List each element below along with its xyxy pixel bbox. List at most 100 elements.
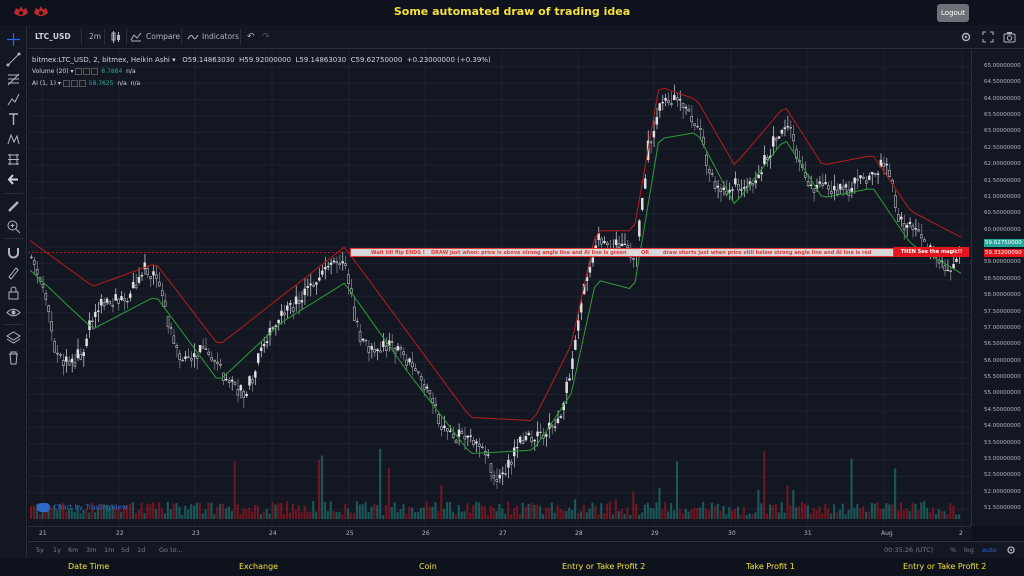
symbol-info[interactable]: bitmex:LTC_USD, 2, bitmex, Heikin Ashi (32, 56, 170, 64)
candle-body (579, 303, 583, 313)
range-button-3m[interactable]: 3m (86, 546, 97, 554)
volume-bar (760, 503, 763, 519)
candle-body (446, 428, 449, 432)
camera-icon[interactable] (1003, 31, 1016, 43)
indicator-settings-icon[interactable] (83, 68, 91, 75)
goto-button[interactable]: Go to... (159, 546, 183, 554)
time-tick-label: Aug (881, 530, 893, 537)
volume-bar (620, 509, 623, 519)
candle-body (318, 277, 321, 281)
volume-bar (495, 511, 498, 519)
indicator-remove-icon[interactable] (78, 80, 86, 87)
interval-selector[interactable]: 2m (89, 32, 102, 41)
percent-toggle[interactable]: % (950, 546, 957, 554)
zoom-in-icon[interactable] (5, 218, 22, 235)
candle-body (443, 425, 446, 428)
crosshair-icon[interactable] (5, 31, 22, 48)
price-tick-label: 52.00000000 (984, 488, 1021, 495)
candle-body (905, 225, 909, 228)
volume-bar (329, 501, 332, 519)
volume-bar (175, 502, 178, 519)
candle-body (539, 431, 542, 434)
back-arrow-icon[interactable] (5, 171, 22, 188)
volume-bar (780, 502, 783, 519)
volume-bar (446, 502, 449, 519)
indicators-icon[interactable] (187, 32, 199, 42)
chart-pane[interactable] (28, 50, 971, 526)
log-toggle[interactable]: log (964, 546, 974, 554)
candle-body (783, 127, 787, 130)
prediction-tool-icon[interactable] (5, 151, 22, 168)
candle-body (713, 181, 717, 189)
stay-in-drawing-icon[interactable] (5, 264, 22, 281)
settings-icon[interactable] (960, 31, 972, 43)
candle-body (600, 238, 603, 245)
volume-bar (702, 501, 705, 519)
candle-body (99, 299, 103, 306)
candle-body (85, 338, 88, 346)
undo-icon[interactable]: ↶ (247, 32, 255, 42)
volume-bar (678, 508, 681, 519)
volume-bar (242, 508, 245, 519)
eye-icon[interactable] (5, 304, 22, 321)
candle-body (550, 424, 554, 428)
volume-bar (222, 503, 225, 519)
volume-indicator-label[interactable]: Volume (20) (32, 68, 69, 75)
layers-icon[interactable] (5, 329, 22, 346)
lock-icon[interactable] (5, 284, 22, 301)
symbol-search[interactable]: LTC_USD (35, 32, 71, 41)
auto-toggle[interactable]: auto (982, 546, 997, 554)
range-button-5y[interactable]: 5y (36, 546, 44, 554)
range-button-5d[interactable]: 5d (121, 546, 130, 554)
trash-icon[interactable] (5, 349, 22, 366)
divider (81, 29, 82, 45)
compare-button[interactable]: Compare (146, 32, 181, 41)
price-chart[interactable] (28, 50, 971, 526)
candle-body (405, 359, 408, 366)
indicator-visibility-icon[interactable] (75, 68, 83, 75)
range-button-1d[interactable]: 1d (137, 546, 146, 554)
time-tick-label: 21 (39, 530, 47, 537)
volume-bar (396, 512, 399, 519)
fullscreen-icon[interactable] (982, 31, 994, 43)
compare-icon[interactable] (130, 32, 142, 42)
volume-bar (510, 514, 513, 519)
candle-body (358, 331, 362, 342)
volume-bar (475, 501, 478, 519)
brush-icon[interactable] (5, 91, 22, 108)
volume-bar (358, 504, 361, 519)
indicator-remove-icon[interactable] (91, 68, 99, 75)
candle-body (652, 130, 656, 138)
pattern-tool-icon[interactable] (5, 131, 22, 148)
ruler-icon[interactable] (5, 198, 22, 215)
text-tool-icon[interactable] (5, 111, 22, 128)
candle-style-icon[interactable] (110, 30, 122, 44)
ai-indicator-label[interactable]: AI (1, 1) (32, 80, 56, 87)
range-button-1y[interactable]: 1y (53, 546, 61, 554)
magnet-icon[interactable] (5, 244, 22, 261)
volume-bar (59, 503, 62, 519)
candle-body (638, 220, 641, 237)
tradingview-watermark[interactable]: Chart by TradingView (37, 503, 128, 512)
candle-body (533, 439, 536, 442)
volume-bar (623, 513, 626, 519)
logout-button[interactable]: Logout (937, 4, 969, 22)
candle-body (643, 178, 647, 189)
volume-bar (300, 512, 303, 519)
candle-body (606, 242, 609, 246)
redo-icon[interactable]: ↷ (262, 32, 270, 42)
indicator-settings-icon[interactable] (70, 80, 78, 87)
fib-tool-icon[interactable] (5, 71, 22, 88)
price-axis[interactable]: 65.00000000 64.50000000 64.00000000 63.5000… (971, 50, 1024, 526)
volume-bar (230, 510, 233, 519)
candle-body (897, 214, 900, 222)
time-axis[interactable]: 21 22 23 24 25 26 27 28 29 30 31 Aug 2 (28, 526, 971, 540)
range-button-1m[interactable]: 1m (104, 546, 115, 554)
settings-icon[interactable] (1006, 545, 1016, 555)
range-button-6m[interactable]: 6m (68, 546, 79, 554)
utc-clock[interactable]: 00:35:26 (UTC) (884, 546, 934, 554)
indicator-visibility-icon[interactable] (62, 80, 70, 87)
candle-body (865, 180, 868, 184)
trend-line-icon[interactable] (5, 51, 22, 68)
indicators-button[interactable]: Indicators (202, 32, 240, 41)
